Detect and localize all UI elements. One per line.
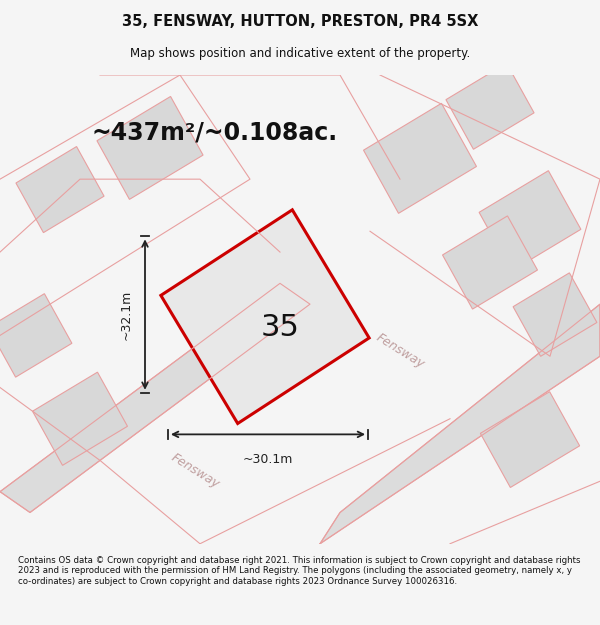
Text: Map shows position and indicative extent of the property.: Map shows position and indicative extent…: [130, 48, 470, 61]
Polygon shape: [32, 372, 127, 466]
Polygon shape: [0, 283, 310, 512]
Text: ~32.1m: ~32.1m: [120, 289, 133, 340]
Polygon shape: [513, 273, 597, 356]
Text: 35, FENSWAY, HUTTON, PRESTON, PR4 5SX: 35, FENSWAY, HUTTON, PRESTON, PR4 5SX: [122, 14, 478, 29]
Polygon shape: [161, 210, 369, 424]
Text: ~437m²/~0.108ac.: ~437m²/~0.108ac.: [92, 120, 338, 144]
Polygon shape: [16, 146, 104, 232]
Polygon shape: [479, 171, 581, 271]
Polygon shape: [0, 294, 72, 377]
Text: Contains OS data © Crown copyright and database right 2021. This information is : Contains OS data © Crown copyright and d…: [18, 556, 581, 586]
Polygon shape: [320, 304, 600, 544]
Text: ~30.1m: ~30.1m: [243, 453, 293, 466]
Polygon shape: [446, 63, 534, 149]
Text: Fensway: Fensway: [373, 331, 427, 371]
Text: 35: 35: [260, 312, 299, 342]
Text: Fensway: Fensway: [169, 451, 221, 491]
Polygon shape: [97, 96, 203, 199]
Polygon shape: [364, 103, 476, 213]
Polygon shape: [481, 392, 580, 488]
Polygon shape: [443, 216, 538, 309]
